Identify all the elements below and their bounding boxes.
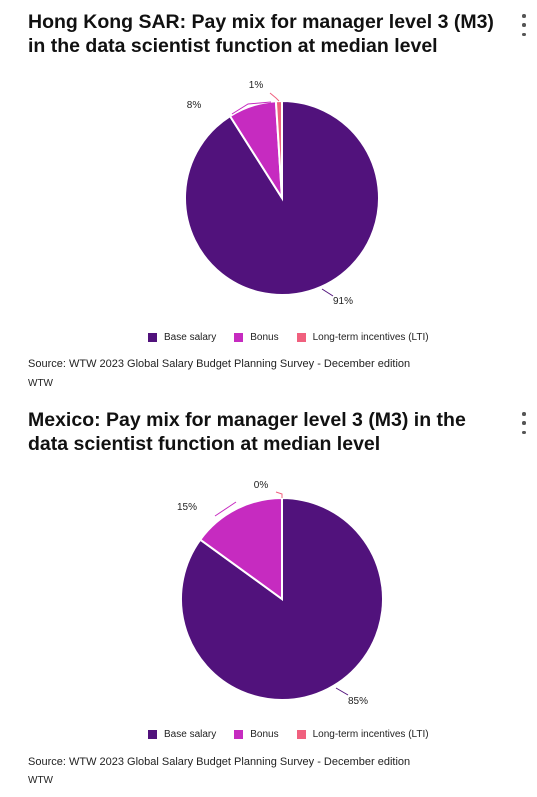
chart-legend: Base salary Bonus Long-term incentives (… <box>148 332 447 343</box>
legend-swatch-base-salary <box>148 730 157 739</box>
chart-source: Source: WTW 2023 Global Salary Budget Pl… <box>28 756 411 768</box>
pie-slice-lti[interactable] <box>274 99 283 199</box>
legend-label: Base salary <box>164 729 217 740</box>
leader-line <box>269 92 280 102</box>
legend-label: Base salary <box>164 332 217 343</box>
brand-label: WTW <box>28 378 53 389</box>
data-label: 8% <box>187 100 202 111</box>
pie-chart-mexico: 85% 15% 0% <box>177 480 384 707</box>
leader-line <box>321 288 334 297</box>
leader-line <box>275 491 283 498</box>
legend-item-base-salary[interactable]: Base salary <box>148 729 216 740</box>
pie-chart-hong-kong: 91% 8% 1% <box>184 80 380 307</box>
data-label: 0% <box>254 480 269 491</box>
legend-swatch-bonus <box>234 333 244 342</box>
chart-source: Source: WTW 2023 Global Salary Budget Pl… <box>28 358 411 370</box>
more-options-icon[interactable] <box>519 412 529 434</box>
legend-item-base-salary[interactable]: Base salary <box>148 332 216 343</box>
chart-title: Mexico: Pay mix for manager level 3 (M3)… <box>28 409 466 455</box>
chart-legend: Base salary Bonus Long-term incentives (… <box>148 729 447 740</box>
legend-item-bonus[interactable]: Bonus <box>234 729 279 740</box>
chart-title: Hong Kong SAR: Pay mix for manager level… <box>28 11 494 57</box>
legend-label: Bonus <box>250 729 279 740</box>
legend-label: Long-term incentives (LTI) <box>312 729 429 740</box>
pie-slice-bonus[interactable] <box>198 496 283 601</box>
leader-line <box>335 687 349 696</box>
legend-swatch-lti <box>296 333 306 342</box>
data-label: 1% <box>249 80 264 91</box>
more-options-icon[interactable] <box>519 14 529 36</box>
legend-label: Long-term incentives (LTI) <box>312 332 429 343</box>
data-label: 91% <box>333 296 353 307</box>
data-label: 85% <box>348 696 368 707</box>
chart-panel-mexico: Mexico: Pay mix for manager level 3 (M3)… <box>0 398 537 797</box>
brand-label: WTW <box>28 775 53 786</box>
leader-line <box>214 501 237 517</box>
data-label: 15% <box>177 502 197 513</box>
legend-swatch-lti <box>296 730 306 739</box>
leader-line <box>231 101 272 115</box>
legend-label: Bonus <box>250 332 279 343</box>
legend-swatch-bonus <box>234 730 244 739</box>
chart-panel-hong-kong: Hong Kong SAR: Pay mix for manager level… <box>0 0 537 398</box>
legend-item-bonus[interactable]: Bonus <box>234 332 279 343</box>
legend-item-lti[interactable]: Long-term incentives (LTI) <box>296 332 429 343</box>
legend-item-lti[interactable]: Long-term incentives (LTI) <box>296 729 429 740</box>
legend-swatch-base-salary <box>148 333 157 342</box>
